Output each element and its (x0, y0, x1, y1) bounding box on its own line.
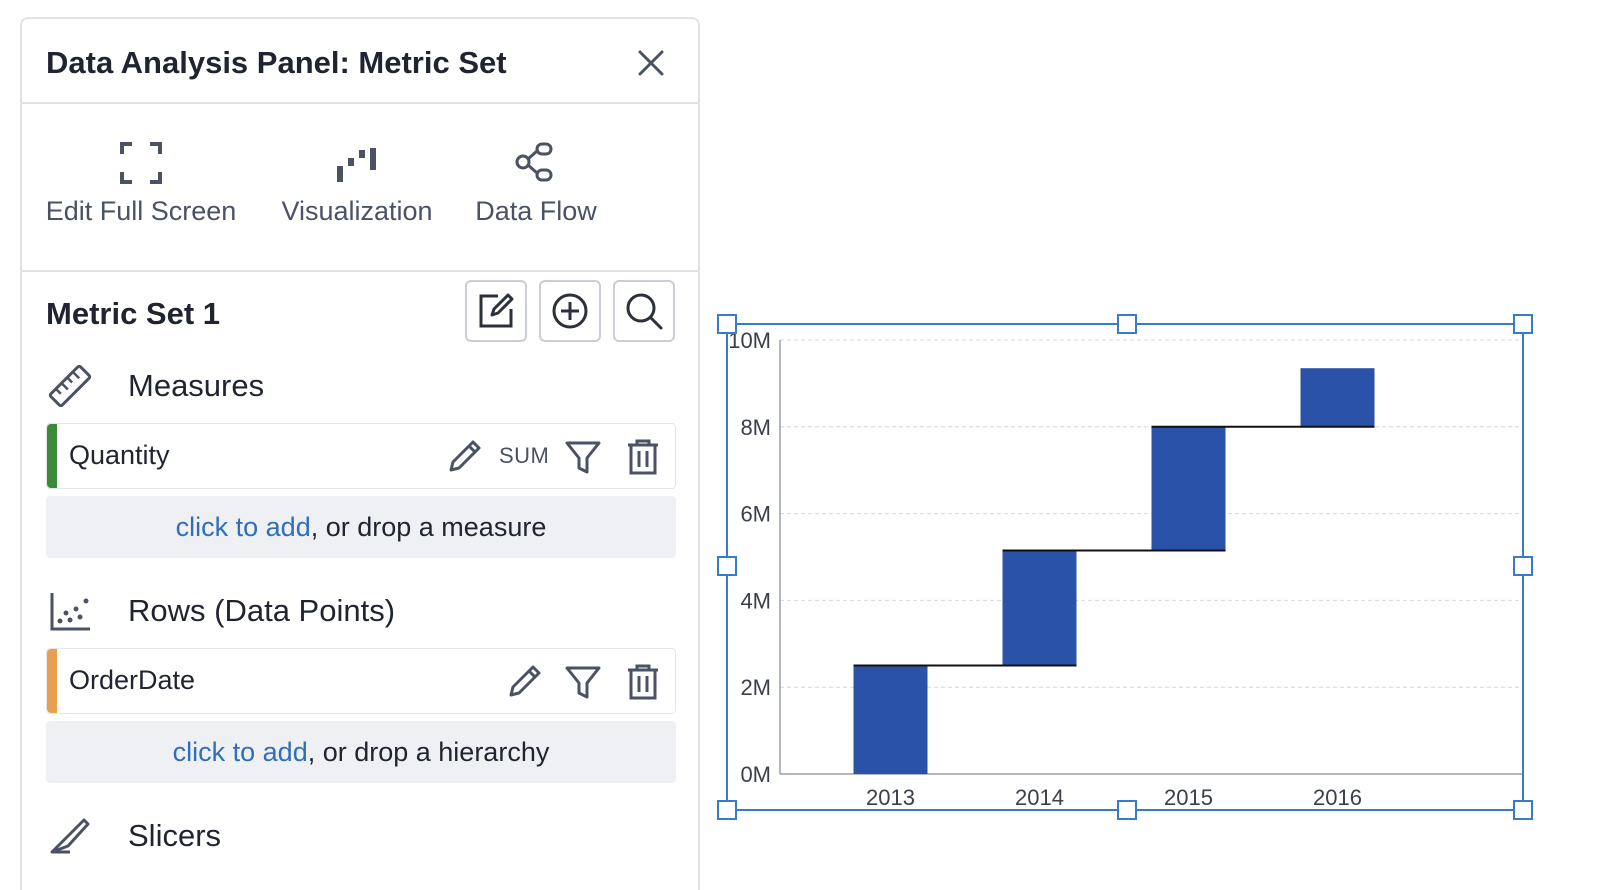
edit-full-screen-button[interactable]: Edit Full Screen (41, 140, 241, 227)
edit-metric-set-button[interactable] (465, 280, 527, 342)
measure-field-name: Quantity (69, 440, 170, 470)
waterfall-bar[interactable] (1002, 550, 1077, 666)
metric-set-title: Metric Set 1 (46, 296, 221, 331)
data-analysis-panel: Data Analysis Panel: Metric Set Edit Ful… (20, 17, 700, 890)
pencil-icon[interactable] (443, 436, 485, 478)
measures-group-header: Measures (46, 361, 264, 411)
waterfall-bar[interactable] (853, 665, 928, 775)
row-field-name: OrderDate (69, 665, 196, 695)
add-measure-link[interactable]: click to add (175, 512, 311, 542)
y-tick-label: 6M (740, 502, 771, 527)
waterfall-icon (337, 148, 376, 182)
aggregation-selector[interactable]: SUM (499, 443, 550, 468)
add-button[interactable] (539, 280, 601, 342)
rows-dropzone-text: , or drop a hierarchy (307, 737, 550, 767)
waterfall-bar[interactable] (1300, 368, 1375, 427)
measure-field-quantity[interactable]: Quantity SUM (46, 423, 676, 489)
x-tick-label: 2015 (1164, 785, 1213, 810)
rows-dropzone[interactable]: click to add, or drop a hierarchy (46, 721, 676, 783)
visualization-label: Visualization (281, 196, 433, 226)
trash-icon[interactable] (622, 661, 664, 703)
search-button[interactable] (613, 280, 675, 342)
resize-handle[interactable] (1513, 800, 1533, 820)
measures-dropzone-text: , or drop a measure (310, 512, 547, 542)
filter-icon[interactable] (562, 436, 604, 478)
close-button[interactable] (634, 46, 668, 80)
x-tick-label: 2013 (866, 785, 915, 810)
plus-circle-icon (552, 293, 588, 329)
scatter-icon (50, 593, 90, 631)
visualization-button[interactable]: Visualization (275, 140, 439, 227)
edit-full-screen-label: Edit Full Screen (45, 196, 237, 226)
row-field-orderdate[interactable]: OrderDate (46, 648, 676, 714)
rows-label: Rows (Data Points) (128, 593, 396, 628)
slicers-group-header: Slicers (46, 811, 221, 861)
resize-handle[interactable] (1513, 314, 1533, 334)
slicers-label: Slicers (128, 818, 222, 853)
resize-handle[interactable] (1117, 314, 1137, 334)
trash-icon[interactable] (622, 436, 664, 478)
row-color-bar (47, 649, 57, 713)
selection-frame[interactable] (726, 323, 1524, 811)
edit-square-icon (479, 293, 514, 328)
x-tick-label: 2014 (1015, 785, 1064, 810)
add-hierarchy-link[interactable]: click to add (172, 737, 308, 767)
data-flow-label: Data Flow (475, 196, 597, 226)
y-tick-label: 0M (740, 762, 771, 787)
panel-header: Data Analysis Panel: Metric Set (22, 19, 698, 104)
waterfall-bar[interactable] (1151, 426, 1226, 551)
pencil-icon[interactable] (503, 661, 545, 703)
search-icon (626, 293, 663, 330)
resize-handle[interactable] (717, 800, 737, 820)
resize-handle[interactable] (1117, 800, 1137, 820)
measures-label: Measures (128, 368, 265, 403)
filter-icon[interactable] (562, 661, 604, 703)
fullscreen-icon (120, 142, 162, 184)
rows-group-header: Rows (Data Points) (46, 586, 395, 636)
y-tick-label: 2M (740, 675, 771, 700)
panel-toolbar: Edit Full Screen Visualization Data Flow (22, 104, 698, 272)
x-tick-label: 2016 (1313, 785, 1362, 810)
resize-handle[interactable] (1513, 556, 1533, 576)
measures-dropzone[interactable]: click to add, or drop a measure (46, 496, 676, 558)
resize-handle[interactable] (717, 556, 737, 576)
y-tick-label: 8M (740, 415, 771, 440)
ruler-icon (48, 364, 92, 408)
close-icon (638, 50, 664, 76)
resize-handle[interactable] (717, 314, 737, 334)
y-tick-label: 4M (740, 588, 771, 613)
data-flow-button[interactable]: Data Flow (471, 140, 601, 227)
data-flow-icon (515, 142, 553, 182)
slicer-knife-icon (50, 818, 90, 854)
measure-color-bar (47, 424, 57, 488)
panel-title: Data Analysis Panel: Metric Set (46, 45, 507, 80)
